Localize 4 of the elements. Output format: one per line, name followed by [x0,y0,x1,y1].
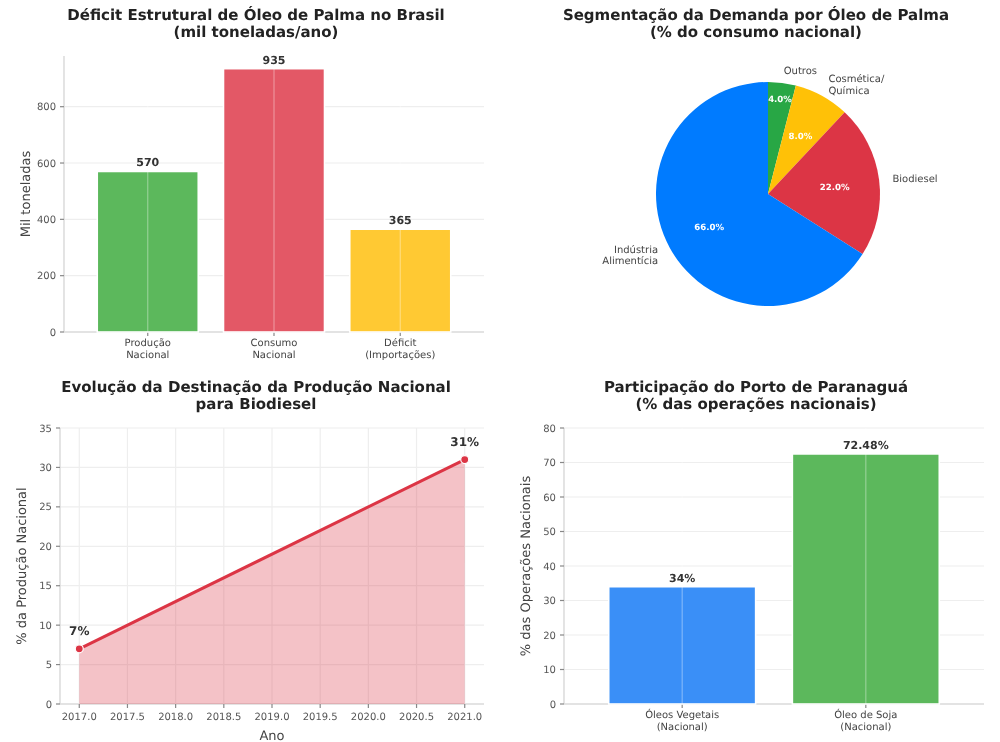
bar [222,67,326,333]
pie-slice [768,112,880,255]
bar [348,228,452,333]
bar [96,170,200,333]
